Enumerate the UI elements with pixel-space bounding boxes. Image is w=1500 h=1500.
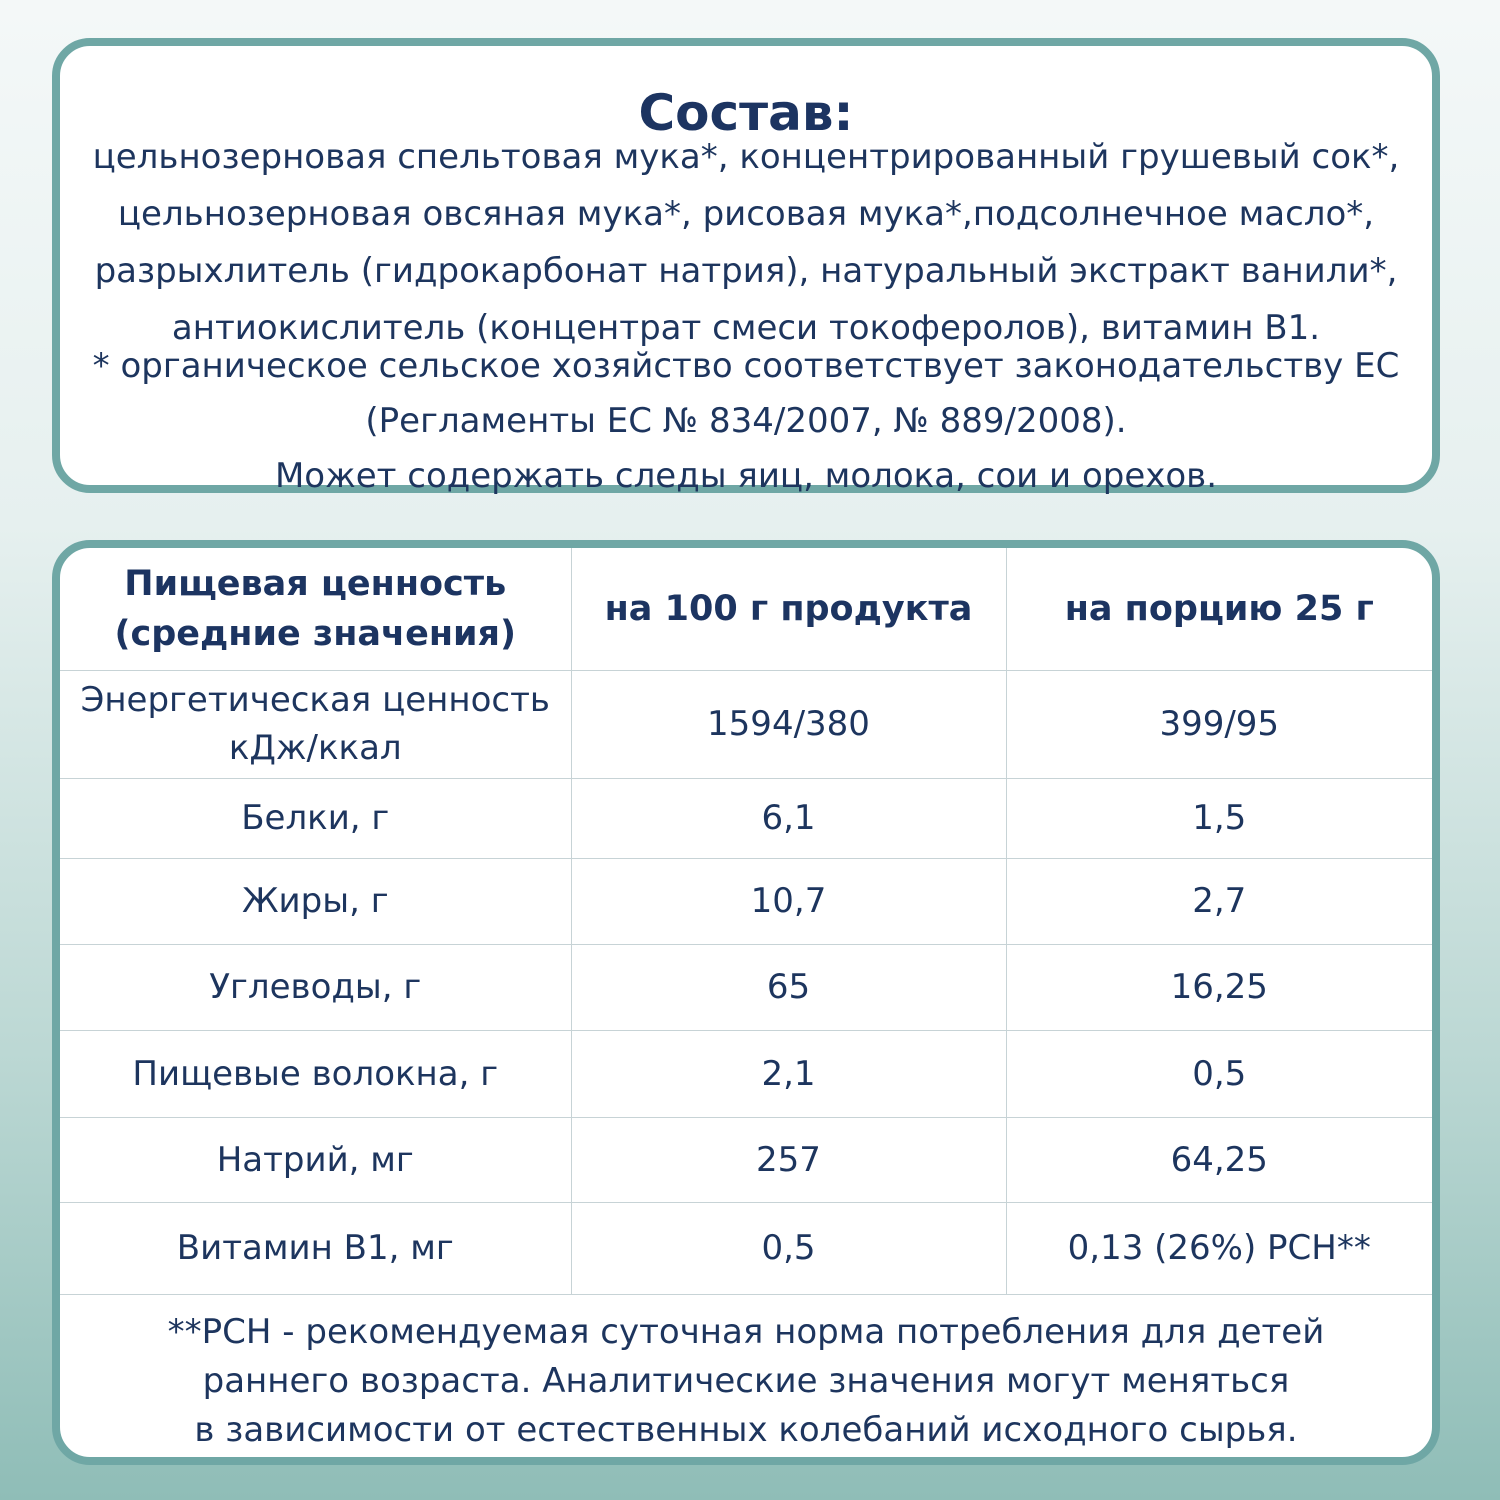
ingredients-line: разрыхлитель (гидрокарбонат натрия), нат…: [94, 251, 1398, 291]
row-per-serving: 64,25: [1005, 1116, 1432, 1203]
row-name: Пищевые волокна, г: [60, 1029, 572, 1118]
row-name: Углеводы, г: [60, 943, 572, 1031]
row-name: Жиры, г: [60, 857, 572, 945]
row-name-line2: кДж/ккал: [228, 728, 402, 768]
allergen-note-line: Может содержать следы яиц, молока, сои и…: [274, 456, 1218, 496]
row-per-100g: 10,7: [570, 857, 1007, 945]
ingredients-line: антиокислитель (концентрат смеси токофер…: [171, 308, 1321, 348]
ingredients-line: цельнозерновая спельтовая мука*, концент…: [92, 137, 1400, 177]
composition-card: Состав: цельнозерновая спельтовая мука*,…: [52, 38, 1440, 496]
header-per-100g: на 100 г продукта: [570, 548, 1007, 671]
row-per-100g: 65: [570, 943, 1007, 1031]
table-row: Жиры, г 10,7 2,7: [60, 857, 1432, 945]
table-row: Пищевые волокна, г 2,1 0,5: [60, 1029, 1432, 1118]
row-per-100g: 1594/380: [570, 669, 1007, 779]
row-per-serving: 0,5: [1005, 1029, 1432, 1118]
ingredients-line: цельнозерновая овсяная мука*, рисовая му…: [117, 194, 1375, 234]
nutrition-card: Пищевая ценность (средние значения) на 1…: [52, 540, 1440, 1465]
row-per-serving: 2,7: [1005, 857, 1432, 945]
row-per-100g: 257: [570, 1116, 1007, 1203]
organic-note-line: * органическое сельское хозяйство соотве…: [92, 346, 1400, 386]
row-name: Белки, г: [60, 777, 572, 859]
table-row: Натрий, мг 257 64,25: [60, 1116, 1432, 1203]
footnote-line: **РСН - рекомендуемая суточная норма пот…: [167, 1312, 1325, 1352]
ingredients-text: цельнозерновая спельтовая мука*, концент…: [60, 129, 1432, 357]
row-per-serving: 16,25: [1005, 943, 1432, 1031]
row-per-100g: 6,1: [570, 777, 1007, 859]
table-header-row: Пищевая ценность (средние значения) на 1…: [60, 548, 1432, 671]
header-nutrient-line2: (средние значения): [114, 613, 516, 654]
row-per-serving: 1,5: [1005, 777, 1432, 859]
nutrition-table: Пищевая ценность (средние значения) на 1…: [60, 548, 1432, 1295]
row-name: Энергетическая ценность кДж/ккал: [60, 669, 572, 779]
composition-title: Состав:: [638, 84, 854, 142]
table-row: Углеводы, г 65 16,25: [60, 943, 1432, 1031]
row-name: Натрий, мг: [60, 1116, 572, 1203]
header-nutrient: Пищевая ценность (средние значения): [60, 548, 572, 671]
row-name: Витамин В1, мг: [60, 1201, 572, 1295]
organic-note: * органическое сельское хозяйство соотве…: [60, 339, 1432, 504]
footnote-line: раннего возраста. Аналитические значения…: [202, 1361, 1290, 1401]
footnote-line: в зависимости от естественных колебаний …: [194, 1410, 1298, 1450]
organic-note-line: (Регламенты ЕС № 834/2007, № 889/2008).: [365, 401, 1127, 441]
rsn-footnote: **РСН - рекомендуемая суточная норма пот…: [60, 1308, 1432, 1455]
header-per-serving: на порцию 25 г: [1005, 548, 1432, 671]
row-name-line1: Энергетическая ценность: [80, 680, 550, 720]
table-row: Витамин В1, мг 0,5 0,13 (26%) РСН**: [60, 1201, 1432, 1295]
row-per-serving: 399/95: [1005, 669, 1432, 779]
table-row: Энергетическая ценность кДж/ккал 1594/38…: [60, 669, 1432, 779]
table-row: Белки, г 6,1 1,5: [60, 777, 1432, 859]
row-per-100g: 2,1: [570, 1029, 1007, 1118]
row-per-serving: 0,13 (26%) РСН**: [1005, 1201, 1432, 1295]
row-per-100g: 0,5: [570, 1201, 1007, 1295]
header-nutrient-line1: Пищевая ценность: [124, 563, 507, 604]
